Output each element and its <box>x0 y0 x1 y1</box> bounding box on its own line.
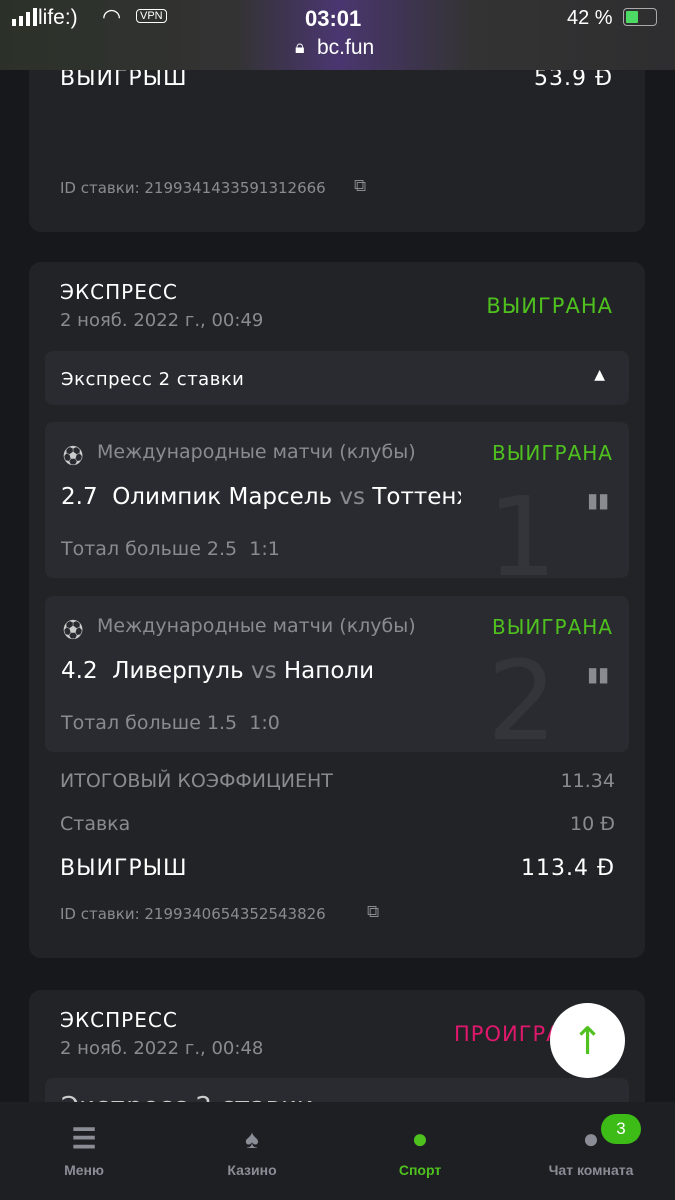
url[interactable]: bc.fun <box>317 36 375 59</box>
status-badge: ВЫИГРАНА <box>486 441 613 465</box>
nav-label: Казино <box>227 1162 277 1178</box>
bet-item[interactable]: 1 ⚽︎ Международные матчи (клубы) ВЫИГРАН… <box>45 422 629 578</box>
chat-ghost-icon: ● <box>582 1123 600 1154</box>
nav-sport[interactable]: ● Спорт <box>336 1102 504 1200</box>
nav-label: Чат комната <box>548 1162 634 1178</box>
vpn-badge: VPN <box>136 9 167 23</box>
battery-percent: 42 % <box>567 7 613 29</box>
match: 4.2 Ливерпуль vs Наполи <box>61 658 461 684</box>
battery-icon <box>623 8 657 26</box>
carrier: life:) <box>38 6 78 29</box>
market: Тотал больше 1.5 1:0 <box>61 712 280 734</box>
bet-index: 2 <box>487 637 557 752</box>
nav-label: Меню <box>64 1162 104 1178</box>
nav-label: Спорт <box>398 1162 442 1178</box>
bet-type: ЭКСПРЕСС <box>60 1008 178 1032</box>
bet-date: 2 нояб. 2022 г., 00:48 <box>60 1038 264 1059</box>
home-team: Олимпик Марсель <box>112 484 333 510</box>
menu-icon: ☰ <box>71 1123 97 1154</box>
total-odds: 11.34 <box>560 770 615 792</box>
nav-chat[interactable]: ● Чат комната 3 <box>507 1102 675 1200</box>
bet-id: ID ставки: 2199340654352543826 <box>60 905 326 923</box>
away-team: Наполи <box>283 658 375 684</box>
win-label: ВЫИГРЫШ <box>60 856 188 881</box>
bottom-nav: ☰ Меню ♠ Казино ● Спорт ● Чат комната 3 <box>0 1102 675 1200</box>
nav-menu[interactable]: ☰ Меню <box>0 1102 168 1200</box>
chevron-up-icon: ▲ <box>594 367 605 383</box>
league: Международные матчи (клубы) <box>97 441 416 463</box>
league: Международные матчи (клубы) <box>97 615 416 637</box>
status-badge: ПРОИГРАНА <box>454 1022 566 1046</box>
bet-item[interactable]: 2 ⚽︎ Международные матчи (клубы) ВЫИГРАН… <box>45 596 629 752</box>
score: 1:1 <box>249 538 280 560</box>
signal-icon <box>12 8 37 26</box>
chat-badge: 3 <box>601 1114 641 1144</box>
status-badge: ВЫИГРАНА <box>486 615 613 639</box>
match: 2.7 Олимпик Марсель vs Тоттенхэм <box>61 484 461 510</box>
odds: 4.2 <box>61 658 98 684</box>
stake-label: Ставка <box>60 813 131 835</box>
vs: vs <box>250 658 277 684</box>
odds: 2.7 <box>61 484 98 510</box>
express-dropdown[interactable]: Экспресс 2 ставки ▲ <box>45 351 629 405</box>
wifi-icon: ◠ <box>102 4 122 29</box>
win-label: ВЫИГРЫШ <box>60 66 188 91</box>
stake: 10 Đ <box>570 813 615 835</box>
bet-card: ЭКСПРЕСС 2 нояб. 2022 г., 00:49 ВЫИГРАНА… <box>29 262 645 958</box>
soccer-ball-icon: ⚽︎ <box>63 618 83 642</box>
market: Тотал больше 2.5 1:1 <box>61 538 280 560</box>
bet-index: 1 <box>487 473 557 578</box>
lock-icon: 🔒︎ <box>295 37 305 57</box>
win-value: 53.9 Đ <box>533 66 613 91</box>
copy-icon[interactable]: ⧉ <box>367 902 380 922</box>
win-value: 113.4 Đ <box>520 856 615 881</box>
dropdown-label: Экспресс 2 ставки <box>61 369 245 390</box>
arrow-up-icon: ↑ <box>571 1018 604 1063</box>
total-odds-label: ИТОГОВЫЙ КОЭФФИЦИЕНТ <box>60 770 333 792</box>
away-team: Тоттенхэм <box>372 484 461 510</box>
bet-date: 2 нояб. 2022 г., 00:49 <box>60 310 264 331</box>
bet-type: ЭКСПРЕСС <box>60 280 178 304</box>
stats-icon[interactable]: ▮▮ <box>586 662 609 686</box>
status-bar: life:) ◠ VPN 03:01 🔒︎ bc.fun 42 % <box>0 0 675 70</box>
scroll-to-top-button[interactable]: ↑ <box>550 1003 625 1078</box>
score: 1:0 <box>249 712 280 734</box>
nav-casino[interactable]: ♠ Казино <box>168 1102 336 1200</box>
bet-id: ID ставки: 2199341433591312666 <box>60 179 326 197</box>
stats-icon[interactable]: ▮▮ <box>586 488 609 512</box>
clock: 03:01 <box>305 6 362 31</box>
vs: vs <box>339 484 366 510</box>
basketball-icon: ● <box>411 1123 429 1154</box>
status-badge: ВЫИГРАНА <box>486 294 613 318</box>
bet-card: ВЫИГРЫШ 53.9 Đ ID ставки: 21993414335913… <box>29 40 645 232</box>
cards-icon: ♠ <box>245 1124 259 1154</box>
copy-icon[interactable]: ⧉ <box>354 176 367 196</box>
soccer-ball-icon: ⚽︎ <box>63 444 83 468</box>
home-team: Ливерпуль <box>112 658 244 684</box>
